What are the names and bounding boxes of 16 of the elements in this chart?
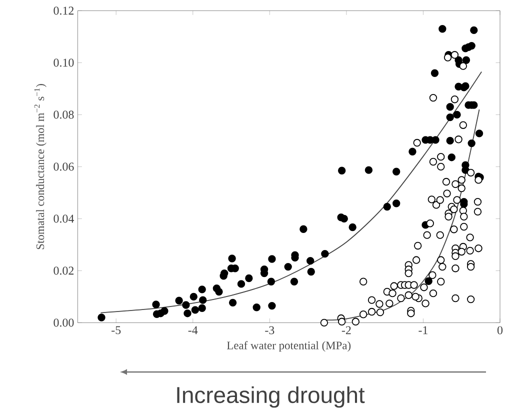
x-tick-label: -4 (188, 326, 198, 334)
text: Increasing drought (177, 386, 365, 408)
y-tick-label: 0.02 (54, 266, 74, 275)
x-tick-label: -2 (342, 326, 351, 334)
y-tick-label: 0.04 (54, 214, 74, 223)
y-tick-label: 0.00 (54, 318, 74, 327)
x-tick-label: 0 (497, 326, 503, 334)
y-tick-label: 0.08 (54, 110, 74, 119)
y-tick-label: 0.12 (54, 6, 74, 15)
y-tick-label: 0.06 (54, 162, 74, 171)
x-tick-label: -1 (418, 326, 428, 334)
x-axis-title: Leaf water potential (MPa) (226, 341, 351, 352)
x-tick-label: -5 (112, 326, 121, 334)
y-tick-label: 0.10 (54, 58, 74, 67)
x-tick-label: -3 (265, 326, 274, 334)
y-axis-title: Stomatal conductance (mol m$^{−2}$ s$^{−1}$) (34, 84, 46, 250)
